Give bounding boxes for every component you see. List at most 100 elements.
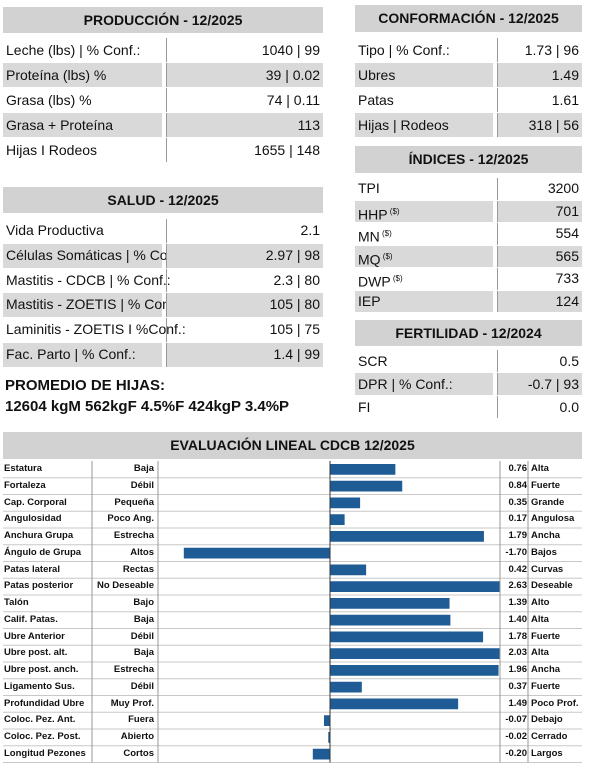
row-label: Patas: [358, 92, 394, 108]
row-label: DPR | % Conf.:: [355, 373, 493, 395]
section-header: CONFORMACIÓN - 12/2025: [355, 5, 582, 32]
row-value: 113: [166, 113, 323, 137]
bar: [330, 581, 500, 592]
trait-high: Ancha: [531, 664, 561, 675]
trait-low: Estrecha: [113, 664, 154, 675]
row-label: HHP ($): [355, 200, 493, 222]
row-value: 1.61: [497, 88, 582, 112]
trait-low: Altos: [130, 546, 154, 558]
trait-name: Longitud Pezones: [4, 747, 86, 759]
section-header: PRODUCCIÓN - 12/2025: [3, 7, 323, 33]
row-value: 733: [497, 268, 582, 290]
row-label: Mastitis - CDCB | % Conf.:: [6, 271, 171, 288]
row-label: MQ ($): [355, 245, 493, 267]
row-label: Grasa + Proteína: [3, 113, 162, 137]
row-label: MN ($): [358, 228, 392, 245]
row-value: 39 | 0.02: [166, 63, 323, 87]
row-label: Proteína (lbs) %: [3, 63, 162, 87]
bar: [328, 732, 330, 743]
row-value: 554: [497, 223, 582, 245]
trait-value: 1.49: [508, 697, 528, 709]
row-label: DWP ($): [358, 273, 403, 290]
row-value: 105 | 75: [166, 318, 323, 342]
section-header: SALUD - 12/2025: [3, 187, 323, 213]
trait-name: Ubre post. anch.: [4, 664, 79, 675]
trait-value: -0.07: [505, 714, 527, 726]
trait-high: Largos: [531, 747, 563, 759]
section-header: ÍNDICES - 12/2025: [355, 146, 582, 173]
bar: [330, 698, 459, 710]
trait-high: Alta: [531, 463, 549, 474]
trait-name: Estatura: [4, 463, 43, 474]
row-label: TPI: [358, 180, 380, 196]
trait-value: 0.35: [508, 496, 528, 508]
section-header: FERTILIDAD - 12/2024: [355, 320, 582, 346]
row-value: -0.7 | 93: [497, 373, 582, 395]
trait-value: 1.40: [508, 613, 528, 625]
bar: [312, 748, 330, 760]
bar: [330, 480, 403, 492]
bar: [330, 514, 345, 525]
trait-high: Alta: [531, 613, 549, 625]
row-value: 124: [497, 290, 582, 312]
bar: [330, 614, 451, 626]
trait-value: -0.02: [505, 731, 527, 742]
trait-high: Poco Prof.: [531, 697, 579, 709]
row-value: 105 | 80: [166, 293, 323, 318]
trait-low: No Deseable: [96, 580, 154, 592]
trait-low: Baja: [133, 463, 154, 474]
row-label: Laminitis - ZOETIS I %Conf.:: [6, 321, 186, 338]
superscript: ($): [387, 206, 400, 216]
trait-value: 1.78: [508, 630, 528, 642]
row-value: 2.3 | 80: [166, 268, 323, 293]
trait-value: -1.70: [505, 546, 527, 558]
row-value: 0.5: [497, 350, 582, 372]
row-label: IEP: [355, 290, 493, 312]
row-value: 3200: [497, 178, 582, 200]
daughters-title: PROMEDIO DE HIJAS:: [5, 377, 166, 394]
trait-value: 0.17: [508, 513, 528, 525]
bar: [183, 547, 330, 559]
trait-name: Patas lateral: [4, 563, 60, 575]
trait-low: Estrecha: [113, 530, 154, 541]
bar: [330, 464, 396, 475]
daughters-text: 12604 kgM 562kgF 4.5%F 424kgP 3.4%P: [5, 398, 290, 415]
bar: [330, 531, 484, 542]
row-label: Células Somáticas | % Conf.:: [3, 243, 187, 268]
trait-high: Debajo: [531, 714, 563, 726]
trait-high: Bajos: [531, 546, 557, 558]
trait-value: 0.42: [508, 563, 528, 575]
trait-high: Ancha: [531, 530, 561, 541]
row-label: Tipo | % Conf.:: [358, 42, 450, 58]
bar: [330, 564, 367, 576]
trait-low: Débil: [130, 630, 154, 642]
trait-name: Anchura Grupa: [4, 530, 74, 541]
trait-high: Deseable: [531, 580, 573, 592]
trait-high: Alto: [531, 597, 550, 608]
trait-high: Alta: [531, 647, 549, 659]
trait-value: 1.39: [508, 597, 528, 608]
row-value: 565: [497, 245, 582, 267]
trait-name: Ubre Anterior: [4, 630, 65, 642]
trait-name: Fortaleza: [4, 479, 46, 491]
trait-low: Débil: [130, 680, 154, 692]
trait-value: 1.79: [508, 530, 528, 541]
bar: [330, 631, 484, 643]
trait-high: Angulosa: [531, 513, 575, 525]
trait-low: Rectas: [122, 563, 154, 575]
row-value: 1.49: [497, 63, 582, 87]
trait-low: Fuera: [128, 714, 154, 726]
row-label: Hijas I Rodeos: [6, 142, 98, 158]
bar: [330, 648, 500, 659]
trait-name: Ubre post. alt.: [4, 647, 68, 659]
row-value: 0.0: [497, 396, 582, 418]
bar: [323, 715, 330, 726]
bar: [330, 497, 361, 509]
row-value: 2.1: [166, 219, 323, 243]
row-label: Ubres: [355, 63, 493, 87]
bar: [330, 681, 362, 693]
trait-high: Fuerte: [531, 680, 561, 692]
superscript: ($): [390, 274, 403, 283]
